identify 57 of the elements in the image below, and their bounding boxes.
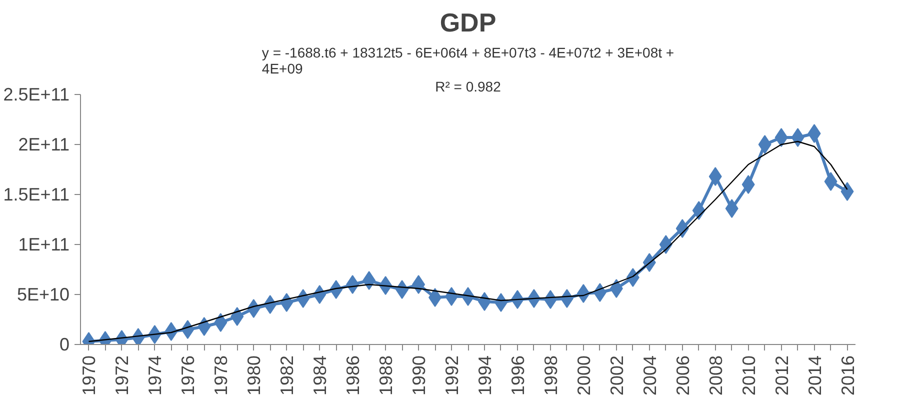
point (610, 279, 623, 298)
point (758, 135, 772, 154)
x-tick-label: 1980 (244, 355, 264, 396)
x-tick-label: 2014 (804, 355, 825, 396)
x-tick-label: 1982 (277, 355, 298, 396)
point (428, 288, 442, 307)
text: R² = 0.982 (435, 78, 502, 94)
x-tick-label: 2006 (672, 355, 693, 396)
point (808, 124, 821, 143)
x-tick-label: 1984 (310, 355, 330, 396)
point (840, 182, 854, 201)
x-tick-label: 1992 (442, 355, 462, 396)
y-tick-label: 1.5E+11 (3, 184, 70, 204)
y-tick-label: 2E+11 (18, 134, 70, 154)
point (214, 313, 228, 332)
point (396, 280, 409, 299)
x-tick-label: 2000 (574, 355, 594, 396)
point (494, 293, 508, 312)
point (280, 293, 294, 312)
x-tick-label: 1970 (79, 355, 100, 396)
x-tick-label: 1972 (112, 355, 132, 396)
point (230, 307, 244, 326)
x-tick-label: 2016 (838, 355, 858, 396)
x-tick-label: 2008 (706, 355, 726, 396)
x-tick-label: 1974 (145, 355, 166, 396)
y-tick-label: 5E+10 (16, 284, 70, 304)
x-tick-label: 1988 (376, 355, 396, 396)
point (296, 289, 310, 308)
x-tick-label: 1998 (540, 355, 561, 396)
text: y = -1688.t6 + 18312t5 - 6E+06t4 + 8E+07t3 - 4E+07t2 + 3E+08t + 4E+09 (262, 44, 674, 76)
point (692, 201, 706, 220)
point (362, 271, 376, 290)
point (478, 292, 491, 311)
x-tick-label: 2004 (640, 355, 660, 396)
x-tick-label: 1990 (409, 355, 430, 396)
x-tick-label: 1996 (508, 355, 528, 396)
point (742, 175, 755, 194)
point (791, 128, 804, 147)
x-tick-label: 1986 (343, 355, 364, 396)
x-tick-label: 1978 (211, 355, 232, 396)
point (412, 275, 426, 294)
point (824, 172, 838, 191)
point (774, 128, 788, 147)
point (708, 167, 722, 186)
x-tick-label: 1994 (474, 355, 495, 396)
point (198, 317, 211, 336)
x-tick-label: 1976 (178, 355, 198, 396)
point (445, 287, 458, 306)
x-tick-label: 2012 (772, 355, 792, 396)
chart-title: GDP (440, 8, 496, 38)
x-tick-label: 2010 (738, 355, 759, 396)
point (593, 283, 606, 302)
point (725, 199, 738, 218)
y-tick-label: 1E+11 (18, 234, 70, 254)
y-tick-label: 0 (59, 334, 70, 354)
y-tick-label: 2.5E+11 (3, 84, 70, 104)
x-tick-label: 2002 (606, 355, 627, 396)
